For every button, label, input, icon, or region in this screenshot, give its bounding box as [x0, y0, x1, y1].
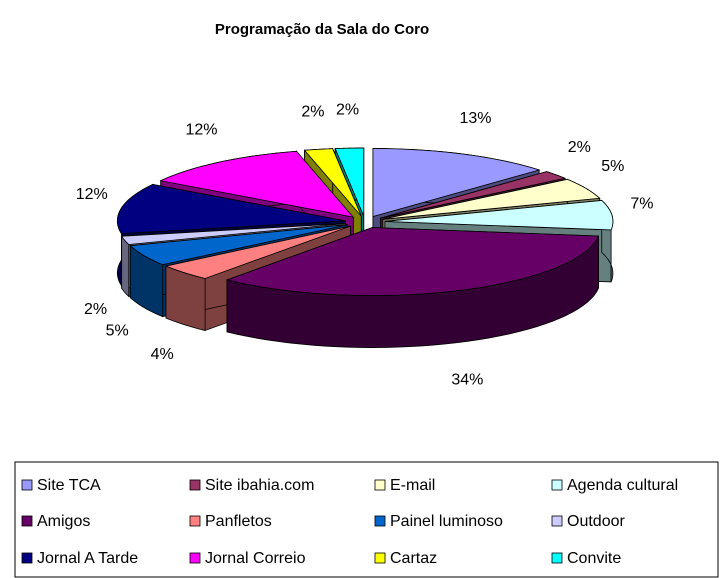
data-label: 2%	[84, 301, 107, 318]
legend-label: Site TCA	[37, 477, 101, 494]
slice	[372, 148, 541, 218]
data-label: 12%	[185, 121, 217, 138]
slice	[225, 227, 600, 296]
slice	[116, 184, 346, 235]
legend-label: Cartaz	[390, 550, 437, 567]
legend-label: Agenda cultural	[567, 477, 678, 494]
slice	[303, 148, 362, 217]
data-label: 13%	[459, 110, 491, 127]
legend-swatch	[189, 552, 201, 564]
legend-label: Site ibahia.com	[205, 477, 314, 494]
slice	[225, 226, 600, 348]
data-label: 2%	[568, 139, 591, 156]
slice	[120, 223, 346, 245]
legend-swatch	[21, 479, 33, 491]
legend-swatch	[21, 552, 33, 564]
slice	[384, 200, 614, 231]
slice	[382, 178, 601, 220]
legend-swatch	[189, 479, 201, 491]
data-label: 34%	[451, 372, 483, 389]
legend-label: Jornal Correio	[205, 550, 306, 567]
data-label: 12%	[76, 186, 108, 203]
legend-swatch	[374, 515, 386, 527]
data-label: 2%	[336, 102, 359, 119]
legend-label: Outdoor	[567, 513, 625, 530]
data-label: 5%	[601, 158, 624, 175]
legend-swatch	[551, 479, 563, 491]
slice	[334, 147, 365, 217]
legend-label: Amigos	[37, 513, 90, 530]
legend-swatch	[374, 479, 386, 491]
legend-swatch	[551, 515, 563, 527]
legend-label: Jornal A Tarde	[37, 550, 138, 567]
data-label: 4%	[151, 346, 174, 363]
data-label: 5%	[106, 322, 129, 339]
slice	[164, 225, 351, 279]
legend-swatch	[374, 552, 386, 564]
legend-label: E-mail	[390, 477, 435, 494]
legend-swatch	[21, 515, 33, 527]
slice-side	[121, 234, 130, 298]
legend-box	[14, 461, 719, 578]
legend-swatch	[551, 552, 563, 564]
legend-label: Panfletos	[205, 513, 272, 530]
legend-label: Painel luminoso	[390, 513, 503, 530]
legend-label: Convite	[567, 550, 621, 567]
legend-swatch	[189, 515, 201, 527]
data-label: 7%	[630, 195, 653, 212]
slice	[159, 150, 355, 218]
chart-title: Programação da Sala do Coro	[215, 21, 429, 38]
slice	[129, 224, 348, 266]
data-label: 2%	[301, 103, 324, 120]
slice	[380, 171, 567, 219]
